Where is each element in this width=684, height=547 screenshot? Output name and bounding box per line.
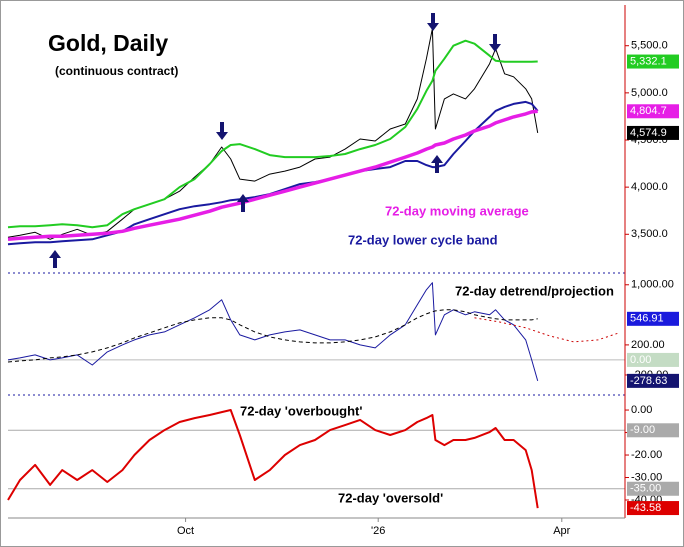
series-label: 72-day moving average [385, 203, 529, 218]
annotation: 72-day 'oversold' [338, 490, 443, 505]
series-line [7, 39, 538, 229]
chart-title: Gold, Daily [48, 30, 168, 56]
plot-layers: 3,500.04,000.04,500.05,000.05,500.01,000… [7, 28, 679, 537]
value-box-label: 546.91 [630, 313, 664, 325]
x-tick-label: '26 [371, 525, 385, 537]
value-box-label: 0.00 [630, 354, 651, 366]
y-tick-label: 200.00 [631, 339, 665, 351]
y-tick-label: 0.00 [631, 404, 652, 416]
series-label: 72-day detrend/projection [455, 283, 614, 298]
value-box [627, 54, 679, 69]
x-tick-label: Oct [177, 525, 194, 537]
series-line [7, 28, 539, 240]
y-tick-label: 4,000.0 [631, 181, 668, 193]
annotation: 72-day 'overbought' [240, 403, 362, 418]
up-arrow [49, 250, 61, 268]
value-box-label: 4,574.9 [630, 127, 667, 139]
y-tick-label: -20.00 [631, 449, 662, 461]
series-label: 72-day lower cycle band [348, 232, 498, 247]
series-line [7, 409, 539, 509]
up-arrow [237, 194, 249, 212]
y-tick-label: 1,000.00 [631, 279, 674, 291]
series-line [474, 317, 620, 343]
series-line [7, 282, 539, 382]
value-box [627, 125, 679, 140]
value-box-label: 4,804.7 [630, 105, 667, 117]
value-box [627, 481, 679, 496]
y-tick-label: 3,500.0 [631, 228, 668, 240]
value-box [627, 373, 679, 388]
series-line [7, 309, 538, 363]
chart-subtitle: (continuous contract) [55, 64, 178, 78]
value-box [627, 311, 679, 326]
value-box-label: 5,332.1 [630, 55, 667, 67]
down-arrow [489, 34, 501, 52]
y-tick-label: -30.00 [631, 471, 662, 483]
y-tick-label: 5,500.0 [631, 40, 668, 52]
x-tick-label: Apr [553, 525, 570, 537]
value-box-label: -9.00 [630, 424, 655, 436]
value-box [627, 352, 679, 367]
value-box-label: -35.00 [630, 483, 661, 495]
down-arrow [427, 13, 439, 31]
up-arrow [431, 155, 443, 173]
arrows [49, 13, 501, 268]
value-box [627, 104, 679, 119]
y-tick-label: 5,000.0 [631, 87, 668, 99]
value-box-label: -278.63 [630, 375, 667, 387]
value-box [627, 501, 679, 516]
down-arrow [216, 122, 228, 140]
value-box [627, 423, 679, 438]
series-line [7, 109, 538, 242]
value-box-label: -43.58 [630, 502, 661, 514]
